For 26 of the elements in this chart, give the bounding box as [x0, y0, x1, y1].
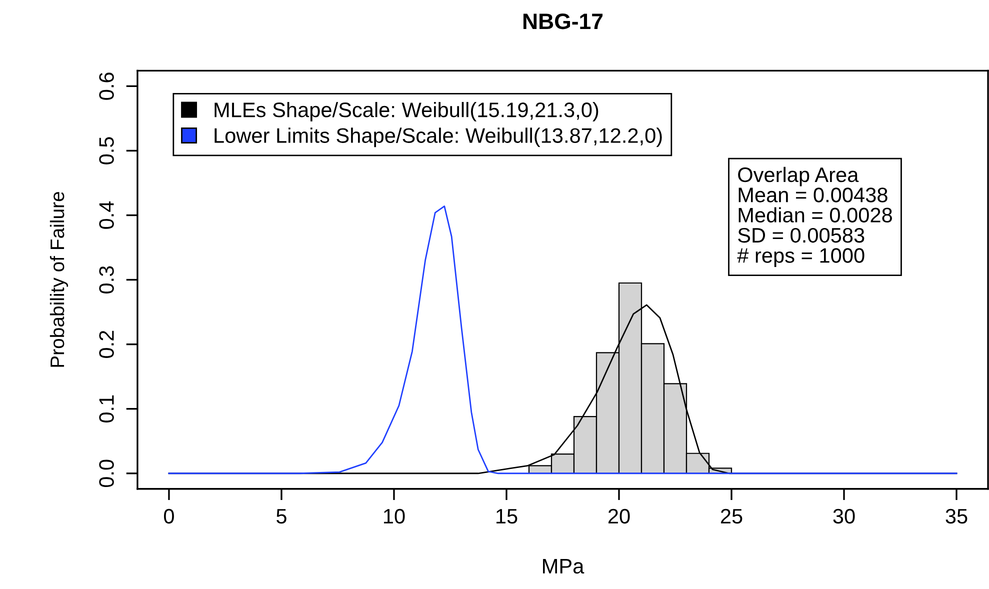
x-tick-label: 30 [833, 508, 855, 524]
annotation: Median = 0.0028 [738, 207, 892, 223]
y-tick-label: 0.1 [99, 395, 114, 423]
y-tick-label: 0.6 [99, 72, 114, 100]
annotation: Overlap Area [738, 166, 859, 186]
x-tick-label: 10 [384, 508, 405, 524]
annotation: # reps = 1000 [737, 248, 864, 267]
x-axis-title: MPa [543, 559, 584, 574]
annotation: Mean = 0.00438 [738, 188, 888, 202]
y-tick-label: 0.5 [99, 137, 114, 164]
line-series [168, 206, 958, 474]
x-tick-label: 5 [276, 509, 286, 524]
x-tick-label: 0 [164, 508, 174, 524]
y-tick-label: 0.3 [99, 266, 114, 294]
y-tick-label: 0.2 [99, 330, 114, 358]
x-tick-label: 15 [496, 509, 518, 524]
legend-label: MLEs Shape/Scale: Weibull(15.19,21.3,0) [214, 102, 598, 122]
y-axis-title: Probability of Failure [50, 192, 68, 367]
x-tick-label: 20 [608, 508, 630, 524]
chart-title: NBG-17 [523, 13, 603, 30]
annotation: SD = 0.00583 [738, 228, 864, 243]
y-tick-label: 0.0 [99, 460, 114, 488]
y-tick-label: 0.4 [99, 201, 114, 229]
x-tick-label: 35 [946, 508, 968, 524]
legend-label: Lower Limits Shape/Scale: Weibull(13.87,12.2,0) [214, 128, 662, 148]
x-tick-label: 25 [720, 508, 742, 524]
